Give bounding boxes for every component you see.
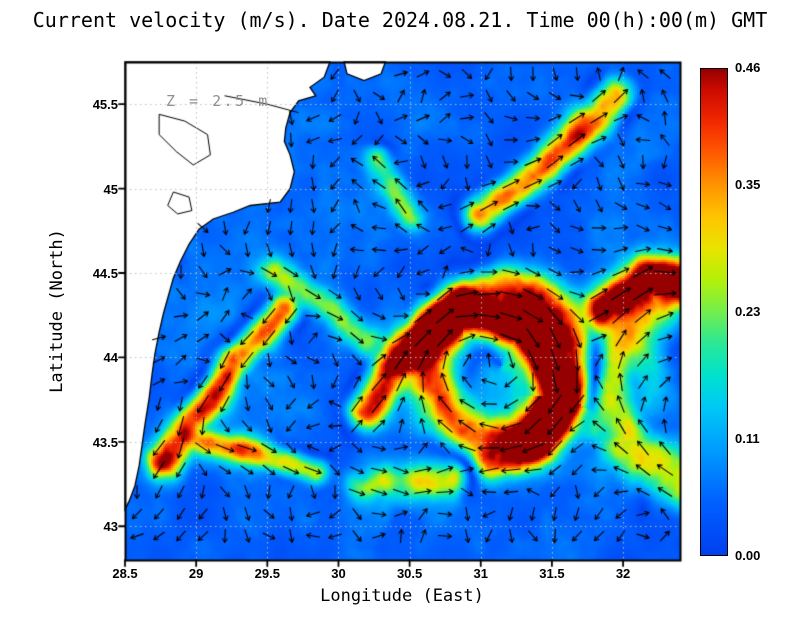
y-tick-label: 45.5 <box>92 97 118 113</box>
y-tick-label: 45 <box>103 181 118 197</box>
x-tick-label: 29 <box>188 566 204 581</box>
y-tick-label: 44 <box>103 350 118 366</box>
x-tick-label: 31.5 <box>539 566 565 581</box>
colorbar-tick-label: 0.11 <box>735 431 760 447</box>
colorbar <box>700 68 728 556</box>
colorbar-tick-label: 0.46 <box>735 60 761 75</box>
depth-annotation: Z = 2.5 m <box>166 92 270 110</box>
x-tick-label: 30.5 <box>396 566 423 581</box>
colorbar-tick-label: 0.00 <box>735 548 761 563</box>
x-tick-label: 29.5 <box>254 566 280 581</box>
colorbar-gradient <box>701 69 727 555</box>
x-axis-label: Longitude (East) <box>320 586 484 606</box>
y-tick-label: 43 <box>103 519 118 535</box>
y-tick-label: 43.5 <box>92 434 118 450</box>
colorbar-tick-label: 0.35 <box>735 176 761 192</box>
y-tick-label: 44.5 <box>92 266 118 282</box>
x-tick-label: 30 <box>331 566 346 581</box>
x-tick-label: 32 <box>615 566 631 581</box>
x-tick-label: 28.5 <box>112 566 138 581</box>
y-axis-label: Latitude (North) <box>47 229 67 393</box>
chart-title: Current velocity (m/s). Date 2024.08.21.… <box>32 8 768 32</box>
colorbar-tick-label: 0.23 <box>735 304 761 319</box>
x-tick-label: 31 <box>473 566 488 581</box>
